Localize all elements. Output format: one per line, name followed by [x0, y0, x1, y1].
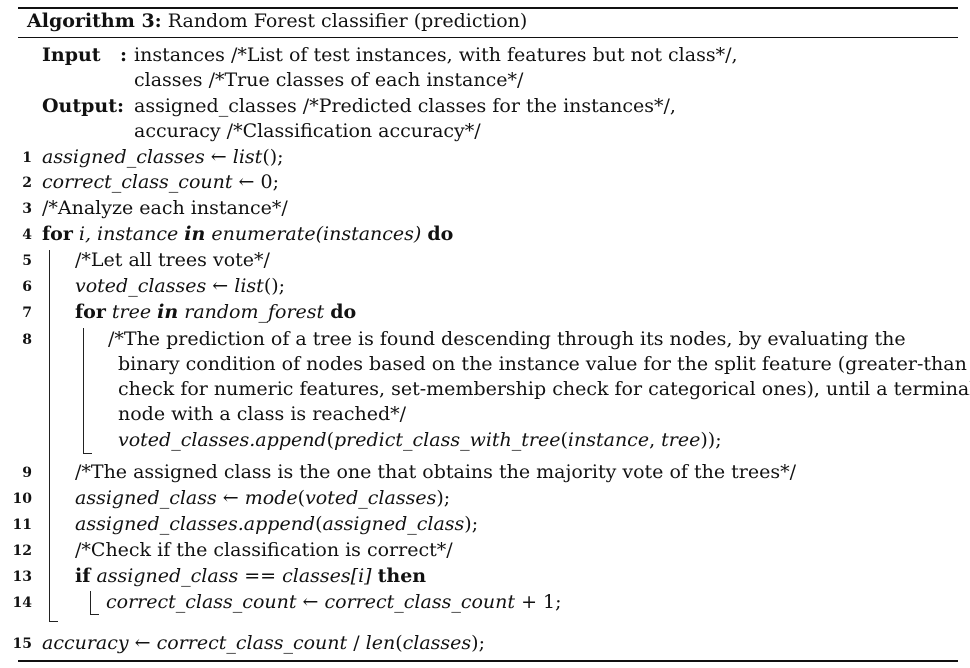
code-line-5: /*Let all trees vote*/	[75, 249, 270, 271]
for-block-bar	[49, 250, 50, 622]
inner-for-block-bar	[83, 328, 84, 454]
caption-rule	[18, 37, 958, 38]
output-label: Output:	[42, 95, 125, 117]
caption-label: Algorithm 3:	[27, 10, 162, 32]
line-number: 4	[22, 227, 32, 243]
code-line-8e: voted_classes.append(predict_class_with_…	[118, 429, 722, 451]
output-line-2: accuracy /*Classification accuracy*/	[134, 120, 481, 142]
code-line-8b: binary condition of nodes based on the i…	[118, 353, 967, 375]
code-line-15: accuracy ← correct_class_count / len(cla…	[42, 632, 485, 654]
line-number: 14	[12, 595, 32, 611]
code-line-9: /*The assigned class is the one that obt…	[75, 461, 796, 483]
output-label-line: Output:	[42, 94, 124, 118]
line-number: 9	[22, 465, 32, 481]
line-number: 8	[22, 332, 32, 348]
bottom-rule	[18, 660, 958, 662]
code-line-1: assigned_classes ← list();	[42, 146, 284, 168]
code-line-2: correct_class_count ← 0;	[42, 171, 280, 193]
line-number: 1	[22, 150, 32, 166]
input-label-line: Input	[42, 43, 101, 67]
line-number: 12	[12, 543, 32, 559]
code-line-14: correct_class_count ← correct_class_coun…	[106, 591, 562, 613]
code-line-12: /*Check if the classification is correct…	[75, 539, 453, 561]
for-block-end	[49, 621, 58, 622]
line-number: 15	[12, 636, 32, 652]
line-number: 2	[22, 175, 32, 191]
code-line-3: /*Analyze each instance*/	[42, 197, 288, 219]
inner-for-block-end	[83, 453, 92, 454]
if-block-bar	[90, 591, 91, 615]
code-line-11: assigned_classes.append(assigned_class);	[75, 513, 479, 535]
input-line-1: instances /*List of test instances, with…	[134, 44, 738, 66]
code-line-7: for tree in random_forest do	[75, 301, 357, 323]
output-line-1: assigned_classes /*Predicted classes for…	[134, 95, 676, 117]
line-number: 10	[12, 491, 32, 507]
input-colon: :	[120, 44, 128, 66]
line-number: 13	[12, 569, 32, 585]
code-line-4: for i, instance in enumerate(instances) …	[42, 223, 454, 245]
caption-title: Random Forest classifier (prediction)	[167, 10, 528, 32]
line-number: 7	[22, 305, 32, 321]
top-rule	[18, 7, 958, 9]
line-number: 3	[22, 201, 32, 217]
if-block-end	[90, 614, 99, 615]
algorithm-caption: Algorithm 3: Random Forest classifier (p…	[27, 10, 527, 32]
code-line-8a: /*The prediction of a tree is found desc…	[108, 328, 906, 350]
code-line-8c: check for numeric features, set-membersh…	[118, 378, 970, 400]
input-line-2: classes /*True classes of each instance*…	[134, 69, 524, 91]
code-line-10: assigned_class ← mode(voted_classes);	[75, 487, 451, 509]
line-number: 5	[22, 253, 32, 269]
line-number: 6	[22, 279, 32, 295]
code-line-6: voted_classes ← list();	[75, 275, 286, 297]
line-number: 11	[12, 517, 32, 533]
code-line-13: if assigned_class == classes[i] then	[75, 565, 427, 587]
input-label: Input	[42, 44, 101, 66]
code-line-8d: node with a class is reached*/	[118, 403, 407, 425]
